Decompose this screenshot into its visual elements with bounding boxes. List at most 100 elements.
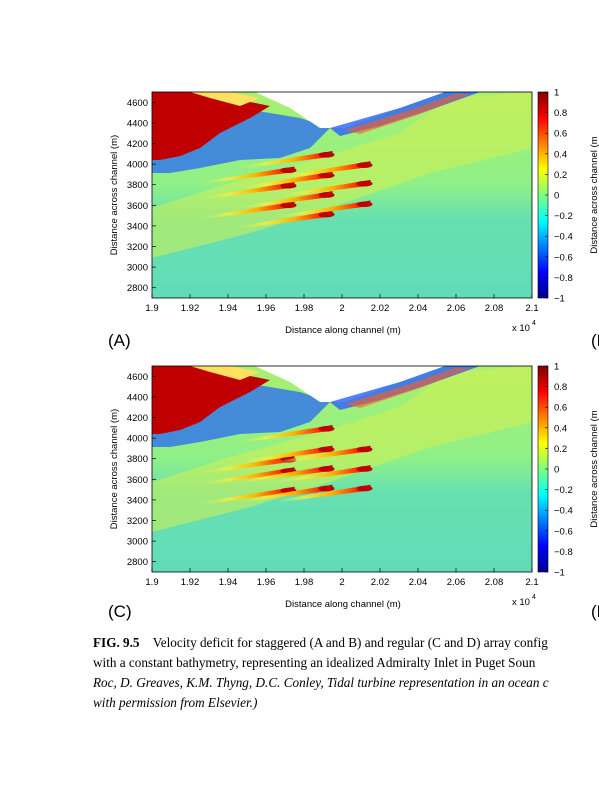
turbine-wake-core (280, 182, 297, 189)
turbine-wake-core (356, 180, 373, 187)
turbine-wake (237, 171, 333, 190)
heatmap-chart-a: 4600 4400 4200 4000 3800 3600 3400 3200 3000 2800… (109, 88, 599, 337)
y-tick-label: 3200 (127, 516, 148, 527)
caption-line-3: Roc, D. Greaves, K.M. Thyng, D.C. Conley… (93, 675, 549, 690)
turbine-wakes (199, 151, 373, 229)
x-multiplier: x 10 (512, 597, 530, 608)
colorbar-tick-label: 0.2 (554, 170, 567, 181)
x-tick-label: 2.1 (525, 577, 538, 588)
headland-eddy-red (152, 366, 270, 434)
land-mask (255, 92, 445, 128)
x-tick-label: 2.06 (447, 577, 466, 588)
x-ticks: 1.9 1.92 1.94 1.96 1.98 2 2.02 2.04 2.06 2.08 2.1 (145, 294, 539, 314)
turbine-wake (275, 161, 371, 180)
colorbar-tick-label: 0.8 (554, 108, 567, 119)
heatmap-chart-c: 4600 4400 4200 4000 3800 3600 3400 3200 3000 2800… (109, 362, 599, 611)
turbine-wake (275, 445, 371, 464)
y-tick-label: 4200 (127, 139, 148, 150)
x-tick-label: 1.9 (145, 577, 158, 588)
figure-caption: FIG. 9.5 Velocity deficit for staggered … (93, 633, 599, 713)
turbine-wake-core (318, 446, 335, 453)
y-tick-label: 3400 (127, 221, 148, 232)
y-tick-label: 4000 (127, 160, 148, 171)
y-tick-label: 3400 (127, 495, 148, 506)
x-tick-label: 2.06 (447, 303, 466, 314)
y-tick-label: 3600 (127, 475, 148, 486)
x-tick-label: 2.1 (525, 303, 538, 314)
colorbar-tick-label: 1 (554, 88, 559, 99)
colorbar-tick-label: −1 (554, 294, 565, 305)
shoreline-shear-layer-red (345, 368, 470, 408)
y-tick-label: 4600 (127, 98, 148, 109)
cut-y-axis-label: Distance across channel (m (589, 136, 599, 253)
turbine-wake-core (318, 426, 335, 432)
x-tick-label: 1.94 (219, 303, 238, 314)
x-tick-label: 2.02 (371, 303, 390, 314)
turbine-wake-core (356, 162, 373, 168)
y-ticks: 4600 4400 4200 4000 3800 3600 3400 3200 3000 2800 (127, 98, 156, 294)
y-axis-label: Distance across channel (m) (109, 409, 120, 529)
y-tick-label: 3800 (127, 180, 148, 191)
colorbar-tick-label: 0.6 (554, 129, 567, 140)
turbine-wake-core (318, 485, 335, 492)
colorbar-tick-label: −0.4 (554, 506, 573, 517)
y-axis-label: Distance across channel (m) (109, 135, 120, 255)
y-ticks: 4600 4400 4200 4000 3800 3600 3400 3200 3000 2800 (127, 372, 156, 568)
turbine-wake-core (356, 466, 373, 472)
colorbar-tick-label: −0.8 (554, 273, 573, 284)
x-tick-label: 2.04 (409, 577, 428, 588)
y-tick-label: 4600 (127, 372, 148, 383)
x-tick-label: 2 (339, 303, 344, 314)
turbine-wake (199, 455, 295, 474)
turbine-wake (199, 166, 295, 185)
turbine-wake-core (280, 167, 297, 174)
turbine-wake (237, 484, 333, 503)
colorbar-tick-label: −0.8 (554, 547, 573, 558)
x-tick-label: 2.08 (485, 303, 504, 314)
cut-y-axis-label: Distance across channel (m (589, 410, 599, 527)
y-tick-label: 3600 (127, 201, 148, 212)
x-tick-label: 1.94 (219, 577, 238, 588)
colorbar-tick-label: −0.4 (554, 232, 573, 243)
x-axis-label: Distance along channel (m) (285, 325, 401, 336)
turbine-wake-core (318, 152, 335, 158)
x-multiplier-exponent: 4 (532, 320, 536, 327)
turbine-wake-core (356, 201, 373, 208)
x-tick-label: 2.02 (371, 577, 390, 588)
turbine-wake (199, 201, 295, 220)
turbine-wake (237, 445, 333, 464)
shoreline-shear-layer-red (345, 94, 470, 134)
land-mask (255, 366, 445, 402)
turbine-wake (275, 179, 371, 198)
colorbar-tick-label: 0.6 (554, 403, 567, 414)
plot-area (152, 92, 532, 298)
y-tick-label: 3800 (127, 454, 148, 465)
x-multiplier: x 10 (512, 323, 530, 334)
turbine-wake (237, 151, 333, 169)
wake-plume-region (152, 92, 532, 258)
panel-label-d-cut: (D (591, 602, 599, 621)
plot-area (152, 366, 532, 572)
caption-line-1: FIG. 9.5 Velocity deficit for staggered … (93, 633, 599, 653)
turbine-wake-core (280, 202, 297, 209)
colorbar-tick-label: 1 (554, 362, 559, 373)
caption-text-1: Velocity deficit for staggered (A and B)… (152, 635, 548, 650)
colorbar-tick-label: −0.6 (554, 252, 573, 263)
figure-panel-a: 4600 4400 4200 4000 3800 3600 3400 3200 3000 2800… (0, 88, 599, 358)
turbine-wake-core (356, 485, 373, 492)
colorbar-tick-label: −0.2 (554, 211, 573, 222)
wake-plume-region (152, 366, 532, 532)
x-tick-label: 2 (339, 577, 344, 588)
x-tick-label: 1.92 (181, 303, 200, 314)
y-tick-label: 2800 (127, 283, 148, 294)
x-tick-label: 1.98 (295, 303, 314, 314)
y-tick-label: 3200 (127, 242, 148, 253)
colorbar-tick-label: 0 (554, 465, 559, 476)
turbine-wake-core (356, 446, 373, 453)
turbine-wakes (199, 425, 373, 505)
colorbar-ticks: 1 0.8 0.6 0.4 0.2 0 −0.2 −0.4 −0.6 −0.8 −1 (545, 88, 573, 305)
colorbar-tick-label: −0.2 (554, 485, 573, 496)
y-tick-label: 4000 (127, 434, 148, 445)
y-tick-label: 2800 (127, 557, 148, 568)
turbine-wake (275, 465, 371, 484)
